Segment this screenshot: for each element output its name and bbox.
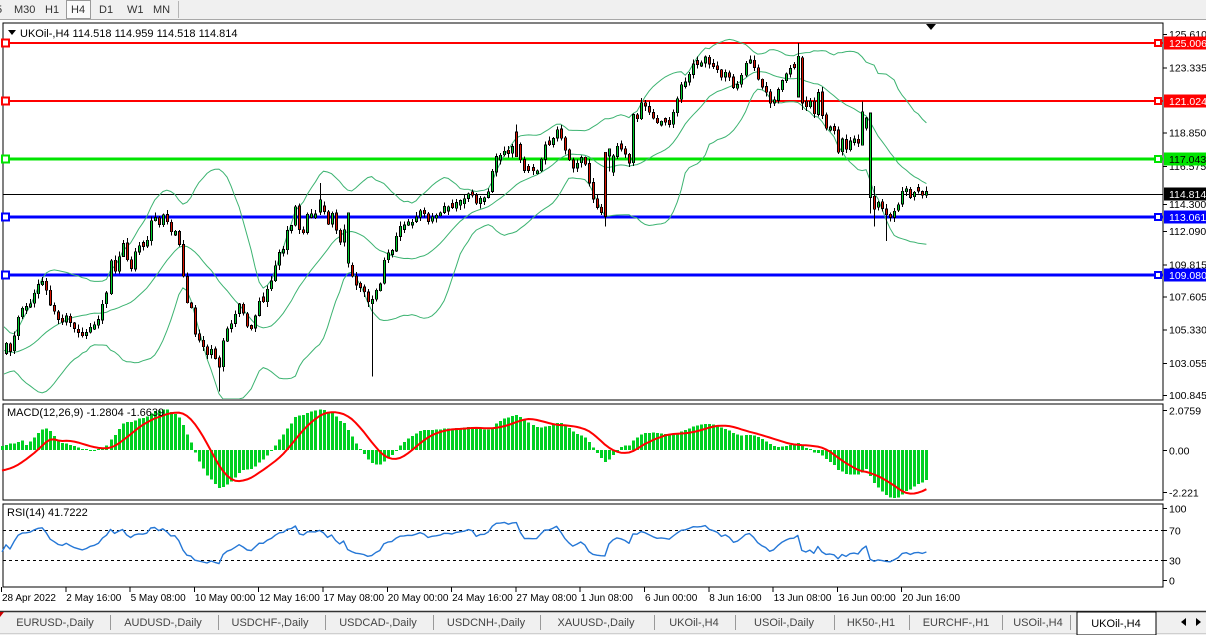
svg-text:USDCHF-,Daily: USDCHF-,Daily [232,617,310,629]
svg-text:M30: M30 [14,4,35,16]
svg-text:113.061: 113.061 [1169,212,1206,224]
svg-text:5 May 08:00: 5 May 08:00 [131,593,186,604]
svg-text:13 Jun 08:00: 13 Jun 08:00 [774,593,832,604]
svg-text:28 Apr 2022: 28 Apr 2022 [2,593,56,604]
svg-text:117.043: 117.043 [1169,154,1206,166]
svg-text:17 May 08:00: 17 May 08:00 [324,593,385,604]
svg-text:0.00: 0.00 [1169,446,1190,458]
svg-text:109.815: 109.815 [1169,259,1206,271]
svg-text:EURCHF-,H1: EURCHF-,H1 [923,617,990,629]
svg-text:8 Jun 16:00: 8 Jun 16:00 [709,593,762,604]
svg-text:USOil-,Daily: USOil-,Daily [754,617,814,629]
svg-text:121.024: 121.024 [1169,96,1206,108]
svg-text:MN: MN [153,4,170,16]
svg-text:5: 5 [0,4,2,16]
svg-text:112.090: 112.090 [1169,226,1206,238]
svg-text:105.330: 105.330 [1169,325,1206,337]
svg-text:6 Jun 00:00: 6 Jun 00:00 [645,593,698,604]
svg-text:UKOil-,H4: UKOil-,H4 [1091,618,1141,630]
svg-text:UKOil-,H4 114.518 114.959 114: UKOil-,H4 114.518 114.959 114.518 114.81… [20,28,238,40]
svg-text:USOil-,H4: USOil-,H4 [1013,617,1063,629]
svg-text:EURUSD-,Daily: EURUSD-,Daily [16,617,94,629]
svg-text:123.335: 123.335 [1169,62,1206,74]
svg-text:27 May 08:00: 27 May 08:00 [516,593,577,604]
svg-text:USDCAD-,Daily: USDCAD-,Daily [339,617,417,629]
svg-text:16 Jun 00:00: 16 Jun 00:00 [838,593,896,604]
svg-text:20 May 00:00: 20 May 00:00 [388,593,449,604]
svg-text:107.605: 107.605 [1169,292,1206,304]
svg-text:103.055: 103.055 [1169,358,1206,370]
svg-text:100: 100 [1169,504,1187,516]
svg-text:1 Jun 08:00: 1 Jun 08:00 [581,593,634,604]
svg-text:24 May 16:00: 24 May 16:00 [452,593,513,604]
svg-text:USDCNH-,Daily: USDCNH-,Daily [447,617,526,629]
svg-text:114.300: 114.300 [1169,199,1206,211]
svg-text:109.080: 109.080 [1169,270,1206,282]
svg-text:114.814: 114.814 [1169,189,1206,201]
svg-text:D1: D1 [99,4,113,16]
svg-text:RSI(14) 41.7222: RSI(14) 41.7222 [7,507,88,519]
svg-text:W1: W1 [127,4,144,16]
svg-text:12 May 16:00: 12 May 16:00 [259,593,320,604]
svg-text:H4: H4 [71,4,85,16]
svg-text:100.845: 100.845 [1169,390,1206,402]
svg-text:70: 70 [1169,526,1181,538]
svg-text:AUDUSD-,Daily: AUDUSD-,Daily [124,617,202,629]
svg-text:10 May 00:00: 10 May 00:00 [195,593,256,604]
svg-text:118.850: 118.850 [1169,128,1206,140]
svg-text:2.0759: 2.0759 [1169,406,1201,418]
svg-text:0: 0 [1169,576,1175,588]
svg-text:20 Jun 16:00: 20 Jun 16:00 [902,593,960,604]
svg-text:30: 30 [1169,556,1181,568]
svg-text:HK50-,H1: HK50-,H1 [847,617,895,629]
svg-text:UKOil-,H4: UKOil-,H4 [669,617,719,629]
svg-text:MACD(12,26,9) -1.2804 -1.6639: MACD(12,26,9) -1.2804 -1.6639 [7,407,164,419]
svg-text:2 May 16:00: 2 May 16:00 [66,593,121,604]
svg-text:-2.221: -2.221 [1169,488,1199,500]
svg-text:XAUUSD-,Daily: XAUUSD-,Daily [557,617,635,629]
svg-text:H1: H1 [45,4,59,16]
svg-text:125.006: 125.006 [1169,38,1206,50]
